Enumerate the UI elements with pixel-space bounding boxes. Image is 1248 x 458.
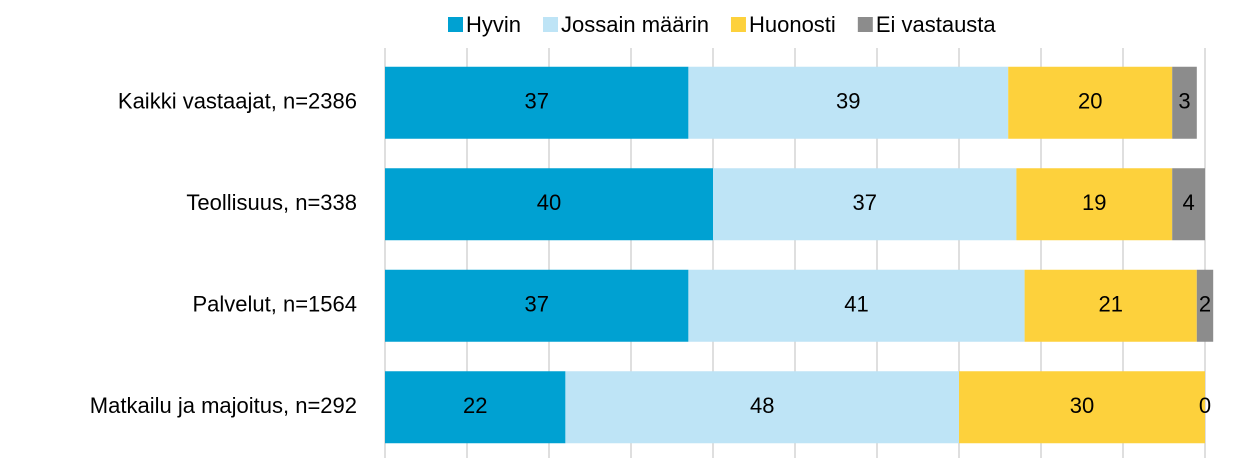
bar-segment	[385, 371, 566, 444]
bar-segment	[1008, 66, 1173, 139]
data-label: 3	[1178, 89, 1190, 114]
data-label: 37	[524, 89, 548, 114]
y-tick-label: Teollisuus, n=338	[186, 190, 357, 215]
bar-segment	[688, 66, 1009, 139]
legend-swatch	[857, 17, 873, 32]
data-label: 20	[1078, 89, 1102, 114]
bar-segment	[1172, 66, 1197, 139]
bar-segment	[688, 269, 1025, 342]
bar-segment	[713, 168, 1017, 241]
data-label: 0	[1199, 393, 1211, 418]
bar-segment	[1016, 168, 1173, 241]
legend-label: Jossain määrin	[561, 12, 709, 37]
data-label: 40	[537, 190, 561, 215]
legend-swatch	[543, 17, 559, 32]
bar-segment	[565, 371, 959, 444]
bar-segment	[1196, 269, 1214, 342]
data-label: 37	[852, 190, 876, 215]
bar-segment	[385, 168, 713, 241]
legend-label: Hyvin	[466, 12, 521, 37]
bar-segment	[385, 66, 689, 139]
legend-label: Ei vastausta	[876, 12, 997, 37]
bar-segment	[1024, 269, 1197, 342]
y-tick-label: Matkailu ja majoitus, n=292	[90, 393, 357, 418]
data-label: 48	[750, 393, 774, 418]
data-label: 2	[1199, 292, 1211, 317]
data-label: 41	[844, 292, 868, 317]
data-label: 39	[836, 89, 860, 114]
data-label: 19	[1082, 190, 1106, 215]
data-label: 22	[463, 393, 487, 418]
bar-segment	[959, 371, 1205, 444]
data-label: 30	[1070, 393, 1094, 418]
bar-segment	[1172, 168, 1205, 241]
legend-swatch	[730, 17, 746, 32]
data-label: 21	[1098, 292, 1122, 317]
bar-segment	[385, 269, 689, 342]
y-tick-label: Palvelut, n=1564	[192, 292, 357, 317]
y-tick-label: Kaikki vastaajat, n=2386	[118, 89, 357, 114]
data-label: 37	[524, 292, 548, 317]
legend-swatch	[448, 17, 463, 32]
data-label: 4	[1182, 190, 1194, 215]
legend-label: Huonosti	[749, 12, 836, 37]
